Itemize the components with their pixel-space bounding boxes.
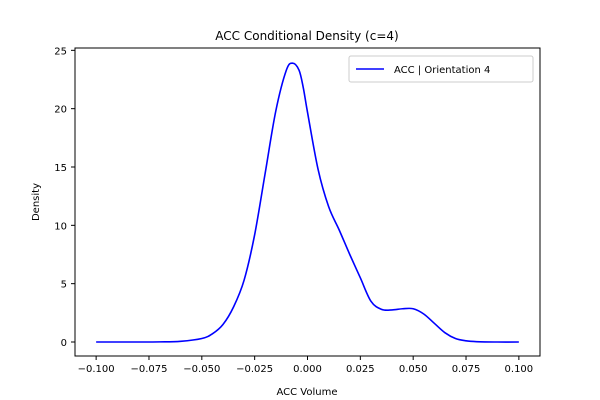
legend-label: ACC | Orientation 4 [394, 65, 490, 76]
x-tick-label: 0.100 [505, 364, 534, 375]
x-axis-label: ACC Volume [276, 387, 337, 398]
x-tick-label: 0.075 [452, 364, 481, 375]
x-tick-label: −0.025 [236, 364, 273, 375]
x-tick-label: −0.075 [130, 364, 167, 375]
plot-frame [74, 47, 541, 357]
x-tick-label: −0.100 [78, 364, 115, 375]
x-axis: −0.100 −0.075 −0.050 −0.025 0.000 0.025 0.050 0… [78, 356, 534, 375]
chart-title: ACC Conditional Density (c=4) [215, 29, 398, 43]
x-tick-label: 0.000 [293, 364, 322, 375]
y-tick-label: 25 [54, 46, 67, 57]
y-tick-label: 10 [54, 221, 67, 232]
y-tick-label: 20 [54, 105, 67, 116]
y-axis-label: Density [31, 183, 42, 221]
x-tick-label: 0.050 [399, 364, 428, 375]
y-tick-label: 15 [54, 163, 67, 174]
y-tick-label: 0 [61, 338, 67, 349]
y-axis: 0 5 10 15 20 25 [54, 46, 75, 349]
x-tick-label: −0.050 [183, 364, 220, 375]
legend-box [348, 55, 534, 83]
legend: ACC | Orientation 4 [348, 55, 534, 83]
x-tick-label: 0.025 [346, 364, 375, 375]
y-tick-label: 5 [61, 280, 67, 291]
series-line-acc-orientation-4 [96, 62, 519, 343]
